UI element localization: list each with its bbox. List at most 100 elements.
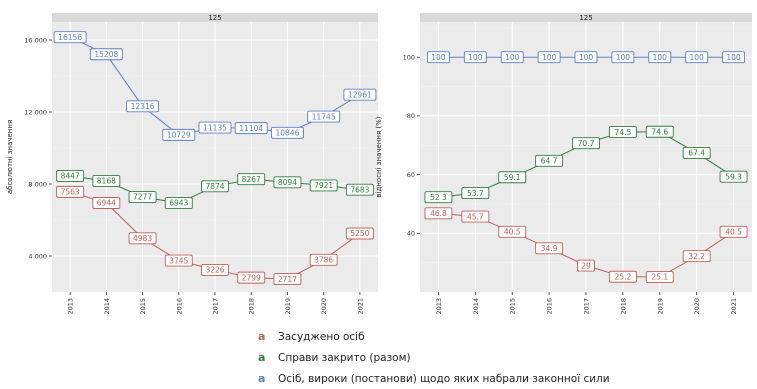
data-label-convicted: 4983 xyxy=(133,234,152,243)
y-tick-label: 16 000 xyxy=(24,36,47,44)
data-label-cases-closed: 74.6 xyxy=(651,127,668,136)
facet-strip-label: 125 xyxy=(579,14,592,22)
data-label-box-convicted xyxy=(682,250,711,263)
data-label-final-verdicts: 15208 xyxy=(94,50,118,59)
data-label-box-cases-closed xyxy=(345,183,374,196)
data-label-box-cases-closed xyxy=(461,187,490,200)
data-label-box-cases-closed xyxy=(682,146,711,159)
x-tick-label: 2016 xyxy=(546,298,554,315)
data-label-convicted: 25.2 xyxy=(615,272,632,281)
data-label-cases-closed: 7874 xyxy=(205,182,224,191)
data-label-box-cases-closed xyxy=(498,171,527,184)
data-label-convicted: 5250 xyxy=(350,229,369,238)
x-tick-label: 2018 xyxy=(619,298,627,315)
data-label-box-cases-closed xyxy=(92,175,121,187)
data-label-box-final-verdicts xyxy=(463,51,487,64)
data-label-box-convicted xyxy=(273,273,302,286)
data-label-convicted: 34.9 xyxy=(541,244,558,253)
data-label-box-final-verdicts xyxy=(53,31,87,44)
x-tick-label: 2018 xyxy=(248,298,256,315)
x-tick-label: 2016 xyxy=(175,298,183,315)
legend-label-cases-closed: Справи закрито (разом) xyxy=(278,351,411,364)
data-label-cases-closed: 67.4 xyxy=(688,149,705,158)
data-label-final-verdicts: 12961 xyxy=(348,90,372,99)
chart-legend: a Засуджено осіб a Справи закрито (разом… xyxy=(258,326,678,389)
data-label-box-cases-closed xyxy=(608,126,637,139)
x-tick-label: 2017 xyxy=(212,298,220,315)
data-label-box-convicted xyxy=(535,242,564,255)
data-label-final-verdicts: 11135 xyxy=(203,123,227,132)
facet-strip-label: 125 xyxy=(208,14,221,22)
legend-label-convicted: Засуджено осіб xyxy=(278,330,365,343)
data-label-box-convicted xyxy=(719,225,748,238)
data-label-cases-closed: 7921 xyxy=(314,181,333,190)
data-label-cases-closed: 8267 xyxy=(242,175,261,184)
data-label-cases-closed: 59.1 xyxy=(504,173,521,182)
data-label-convicted: 25.1 xyxy=(651,273,668,282)
data-label-cases-closed: 7683 xyxy=(350,185,369,194)
y-tick-label: 12 000 xyxy=(24,108,47,116)
legend-item-final-verdicts: a Осіб, вироки (постанови) щодо яких наб… xyxy=(258,368,678,389)
data-label-final-verdicts: 100 xyxy=(505,53,520,62)
data-label-final-verdicts: 10846 xyxy=(276,128,300,137)
data-label-box-cases-closed xyxy=(572,137,600,150)
chart-panel-1: 125 4 000 8 000 12 000 16 000 2013 2014 2015 201… xyxy=(6,13,378,315)
data-label-convicted: 2717 xyxy=(278,275,297,284)
data-label-box-final-verdicts xyxy=(611,51,635,64)
data-label-box-final-verdicts xyxy=(270,126,304,139)
data-label-final-verdicts: 100 xyxy=(542,53,557,62)
data-label-box-convicted xyxy=(608,270,637,283)
data-label-cases-closed: 8168 xyxy=(97,177,116,186)
data-label-box-convicted xyxy=(201,263,229,276)
data-label-final-verdicts: 100 xyxy=(653,53,668,62)
legend-key-cases-closed: a xyxy=(258,351,266,364)
y-axis-title: відносні значення (%) xyxy=(375,116,383,197)
data-label-box-final-verdicts xyxy=(537,51,561,64)
y-tick-label: 80 xyxy=(407,112,415,120)
data-label-cases-closed: 74.5 xyxy=(615,128,632,137)
chart-panel-2: 125 40 60 80 100 2013 2014 2015 2016 2017 2018 2019… xyxy=(375,13,752,315)
data-label-convicted: 2799 xyxy=(242,273,261,282)
data-label-box-convicted xyxy=(237,271,266,284)
data-label-convicted: 40.5 xyxy=(504,228,521,237)
data-label-final-verdicts: 100 xyxy=(579,53,594,62)
data-label-cases-closed: 8094 xyxy=(278,178,297,187)
data-label-box-cases-closed xyxy=(309,179,338,192)
data-label-box-convicted xyxy=(577,259,595,272)
data-label-box-final-verdicts xyxy=(722,51,746,64)
data-label-box-cases-closed xyxy=(237,173,266,186)
data-label-box-final-verdicts xyxy=(685,51,709,64)
data-label-box-final-verdicts xyxy=(89,48,123,61)
x-tick-label: 2020 xyxy=(320,298,328,315)
data-label-convicted: 29 xyxy=(581,261,591,270)
data-label-box-convicted xyxy=(128,232,157,245)
data-label-convicted: 3745 xyxy=(169,256,188,265)
x-tick-label: 2019 xyxy=(284,298,292,315)
data-label-final-verdicts: 100 xyxy=(616,53,631,62)
legend-key-convicted: a xyxy=(258,330,266,343)
facet-strip xyxy=(52,13,378,22)
y-axis-title: абсолютні значення xyxy=(6,120,14,194)
data-label-box-final-verdicts xyxy=(574,51,598,64)
data-label-final-verdicts: 12316 xyxy=(131,102,155,111)
y-tick-label: 4 000 xyxy=(28,252,47,260)
x-tick-label: 2013 xyxy=(435,298,443,315)
facet-strip xyxy=(420,13,752,22)
data-label-convicted: 6944 xyxy=(97,199,116,208)
data-label-box-cases-closed xyxy=(164,197,193,209)
data-label-convicted: 3786 xyxy=(314,256,333,265)
legend-key-final-verdicts: a xyxy=(258,372,266,385)
data-label-convicted: 7563 xyxy=(61,188,80,197)
data-label-final-verdicts: 11104 xyxy=(239,124,263,133)
data-label-box-cases-closed xyxy=(424,191,453,204)
data-label-box-final-verdicts xyxy=(500,51,524,64)
data-label-box-convicted xyxy=(309,253,338,266)
x-tick-label: 2015 xyxy=(139,298,147,315)
data-label-convicted: 40.5 xyxy=(725,228,742,237)
data-label-final-verdicts: 100 xyxy=(431,53,446,62)
y-tick-label: 100 xyxy=(403,54,415,62)
data-label-cases-closed: 8447 xyxy=(61,172,80,181)
data-label-cases-closed: 70.7 xyxy=(578,139,595,148)
x-tick-label: 2017 xyxy=(583,298,591,315)
data-label-final-verdicts: 100 xyxy=(726,53,741,62)
